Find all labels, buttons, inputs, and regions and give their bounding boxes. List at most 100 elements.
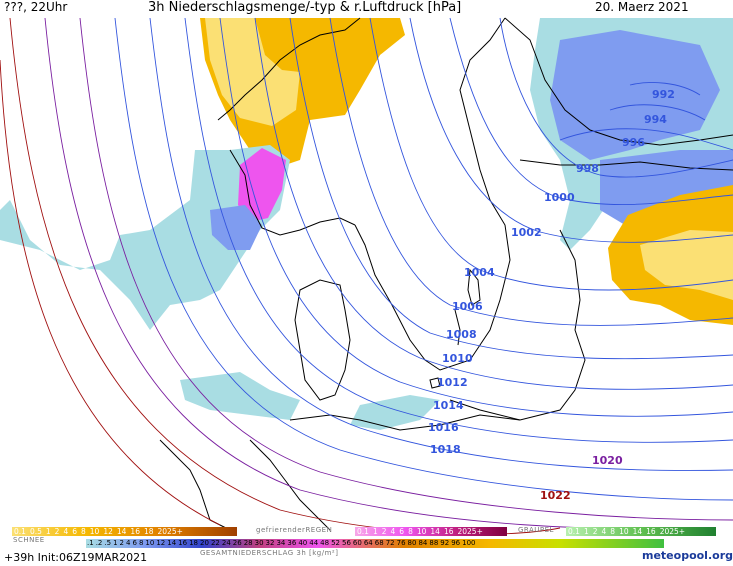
freezing-scale-tick: 16 [443,527,454,536]
snow-scale-tick: 2025+ [157,527,183,536]
isobar-1012 [219,17,733,417]
graupel-scale-tick: 16 [646,527,656,536]
snow-scale-tick: 14 [116,527,127,536]
total-scale-tick: .2 [95,539,103,547]
total-scale-tick: 32 [265,539,275,547]
total-scale-tick: 64 [363,539,373,547]
freezing-scale-tick: 10 [416,527,427,536]
coast-denmark [294,279,351,401]
isobar-label: 1004 [464,266,495,279]
snow-scale-tick: 0.1 [14,527,26,536]
isobar-1014 [184,17,733,443]
total-scale-tick: 6 [132,539,137,547]
snow-scale-tick: 4 [63,527,69,536]
total-scale-tick: 68 [374,539,384,547]
total-scale-tick: 1 [113,539,118,547]
graupel-legend: 0.1 1 2 4 8 10 14 16 2025+ [566,527,716,536]
brand-logo[interactable]: meteopool.org [642,549,733,562]
total-scale-tick: 52 [331,539,340,547]
isobar-label: 1002 [511,226,542,239]
total-scale-tick: 14 [167,539,177,547]
snow-scale-tick: 16 [130,527,140,536]
precip-rain-west-coast [0,145,290,330]
freezing-legend: 0.1 1 2 4 6 8 10 14 16 2025+ [355,527,507,536]
total-scale-tick: .5 [104,539,112,547]
total-scale-tick: 30 [254,539,264,547]
precip-blue-finland [550,30,720,160]
isobar-label: 1022 [540,489,571,502]
isobar-1002 [409,17,733,243]
map-title: 3h Niederschlagsmenge/-typ & r.Luftdruck… [148,0,462,15]
graupel-scale-tick: 4 [601,527,607,536]
init-time: +39h Init:06Z19MAR2021 [4,551,148,564]
coast-finland [504,17,733,146]
graupel-scale-tick: 2 [592,527,598,536]
isobar-1020-a [79,17,733,521]
total-scale-tick: 16 [178,539,188,547]
graupel-scale-tick: 0.1 [568,527,580,536]
total-scale-tick: 24 [221,539,231,547]
total-scale-tick: 2 [119,539,124,547]
total-scale-tick: 72 [385,539,395,547]
isobar-992 [629,82,701,96]
isobar-1004 [369,17,733,291]
snow-scale-tick: 18 [143,527,154,536]
coast-gotland [467,268,481,306]
isobar-1018 [114,17,733,501]
coast-bornholm [429,377,441,389]
total-scale-tick: 84 [418,539,428,547]
freezing-scale-tick: 6 [399,527,405,536]
snow-scale-tick: 1 [45,527,51,536]
valid-date: 20. Maerz 2021 [595,0,689,14]
isobar-label: 996 [622,136,645,149]
isobar-label: 1020 [592,454,623,467]
isobar-998 [499,17,733,178]
snow-scale-tick: 12 [103,527,113,536]
total-scale-tick: 12 [156,539,166,547]
isobar-label: 992 [652,88,675,101]
total-scale-tick: 96 [451,539,461,547]
total-caption: GESAMTNIEDERSCHLAG 3h [kg/m²] [200,549,339,557]
total-scale-tick: 10 [145,539,155,547]
snow-scale-tick: 10 [89,527,100,536]
coast-oland [454,309,461,346]
freezing-scale-tick: 0.1 [357,527,369,536]
isobar-label: 998 [576,162,599,175]
graupel-caption: GRAUPEL [518,526,554,534]
isobar-label: 1014 [433,399,464,412]
total-scale-tick: 40 [298,539,308,547]
graupel-scale-tick: 14 [632,527,643,536]
snow-caption: SCHNEE [13,536,45,544]
isobar-label: 1016 [428,421,459,434]
coast-norway-south [229,149,356,236]
precip-snow-light-east [640,230,733,300]
isobar-label: 1012 [437,376,468,389]
total-scale-tick: 88 [429,539,439,547]
total-scale-tick: 8 [138,539,144,547]
snow-scale-tick: 2 [54,527,60,536]
total-scale-tick: 28 [243,539,253,547]
coast-norway [217,17,361,121]
graupel-scale-tick: 1 [583,527,589,536]
snow-scale-tick: 0.5 [29,527,42,536]
total-scale-tick: 76 [396,539,406,547]
freezing-caption: gefrierenderREGEN [256,526,333,534]
total-scale-tick: 34 [276,539,286,547]
precip-snow-light-norway [205,18,300,126]
run-label: ???, 22Uhr [4,0,68,14]
total-scale-tick: 4 [126,539,131,547]
freezing-scale-tick: 2025+ [457,527,483,536]
freezing-scale-tick: 4 [390,527,396,536]
total-scale-tick: 22 [210,539,220,547]
isobar-996 [559,128,733,151]
isobar-1006 [329,17,733,326]
total-scale-tick: 80 [407,539,417,547]
isobar-label: 1010 [442,352,473,365]
isobar-1000 [449,17,733,206]
total-scale-tick: 60 [352,539,362,547]
graupel-scale-tick: 10 [619,527,629,536]
isobar-1010 [254,17,733,390]
total-scale-tick: 26 [232,539,242,547]
freezing-scale-tick: 1 [372,527,378,536]
